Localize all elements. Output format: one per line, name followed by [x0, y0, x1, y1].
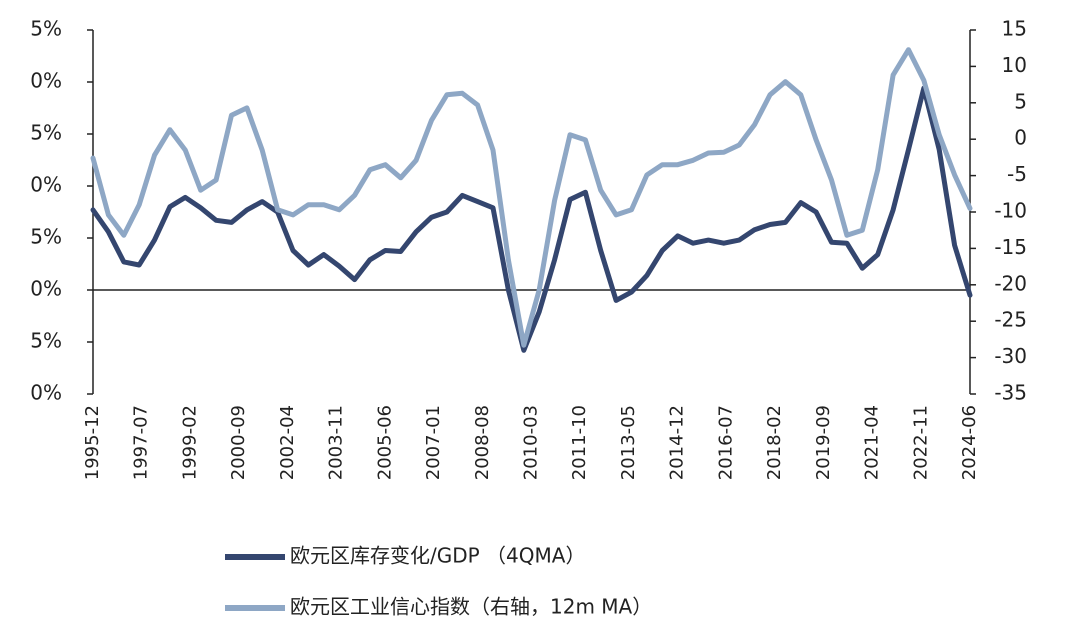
x-tick-label: 2007-01 [423, 405, 444, 480]
y-tick-label: 0.0% [11, 277, 62, 301]
y-tick-label: 0.5% [11, 225, 62, 249]
x-tick-label: 2002-04 [277, 405, 298, 480]
y2-tick-label: -15 [994, 235, 1027, 259]
x-tick-label: 2000-09 [228, 405, 249, 480]
y2-tick-label: 15 [1002, 17, 1027, 41]
x-tick-label: 2018-02 [764, 405, 785, 480]
x-tick-label: 1999-02 [179, 405, 200, 480]
x-tick-label: 2014-12 [667, 405, 688, 480]
y2-tick-label: 0 [1014, 126, 1027, 150]
x-tick-label: 2016-07 [715, 405, 736, 480]
y2-tick-label: 5 [1014, 89, 1027, 113]
y2-tick-label: -30 [994, 344, 1027, 368]
legend-label: 欧元区工业信心指数（右轴，12m MA） [290, 595, 652, 619]
y2-tick-label: -25 [994, 308, 1027, 332]
x-tick-label: 1997-07 [131, 405, 152, 480]
x-tick-label: 2013-05 [618, 405, 639, 480]
y-tick-label: 2.0% [11, 69, 62, 93]
y-tick-label: 2.5% [11, 17, 62, 41]
y-tick-label: -1.0% [4, 381, 62, 405]
series-line [90, 85, 973, 353]
y-tick-label: -0.5% [4, 329, 62, 353]
x-tick-label: 2008-08 [472, 405, 493, 480]
x-tick-label: 2003-11 [326, 405, 347, 480]
y2-tick-label: 10 [1002, 53, 1027, 77]
x-tick-label: 2019-09 [813, 405, 834, 480]
x-tick-label: 2021-04 [862, 405, 883, 480]
legend-label: 欧元区库存变化/GDP （4QMA） [290, 544, 585, 568]
y2-tick-label: -20 [994, 271, 1027, 295]
x-tick-label: 2005-06 [374, 405, 395, 480]
x-tick-label: 2022-11 [910, 405, 931, 480]
y-tick-label: 1.5% [11, 121, 62, 145]
x-tick-label: 2011-10 [569, 405, 590, 480]
y2-tick-label: -10 [994, 199, 1027, 223]
y2-tick-label: -35 [994, 381, 1027, 405]
x-tick-label: 2024-06 [959, 405, 980, 480]
series-line [90, 47, 973, 348]
y-tick-label: 1.0% [11, 173, 62, 197]
x-tick-label: 2010-03 [521, 405, 542, 480]
y-tick-labels: -1.0% -0.5% 0.0% 0.5% 1.0% 1.5% 2.0% 2.5% [4, 17, 62, 405]
x-tick-label: 1995-12 [82, 405, 103, 480]
y2-tick-label: -5 [1007, 162, 1027, 186]
